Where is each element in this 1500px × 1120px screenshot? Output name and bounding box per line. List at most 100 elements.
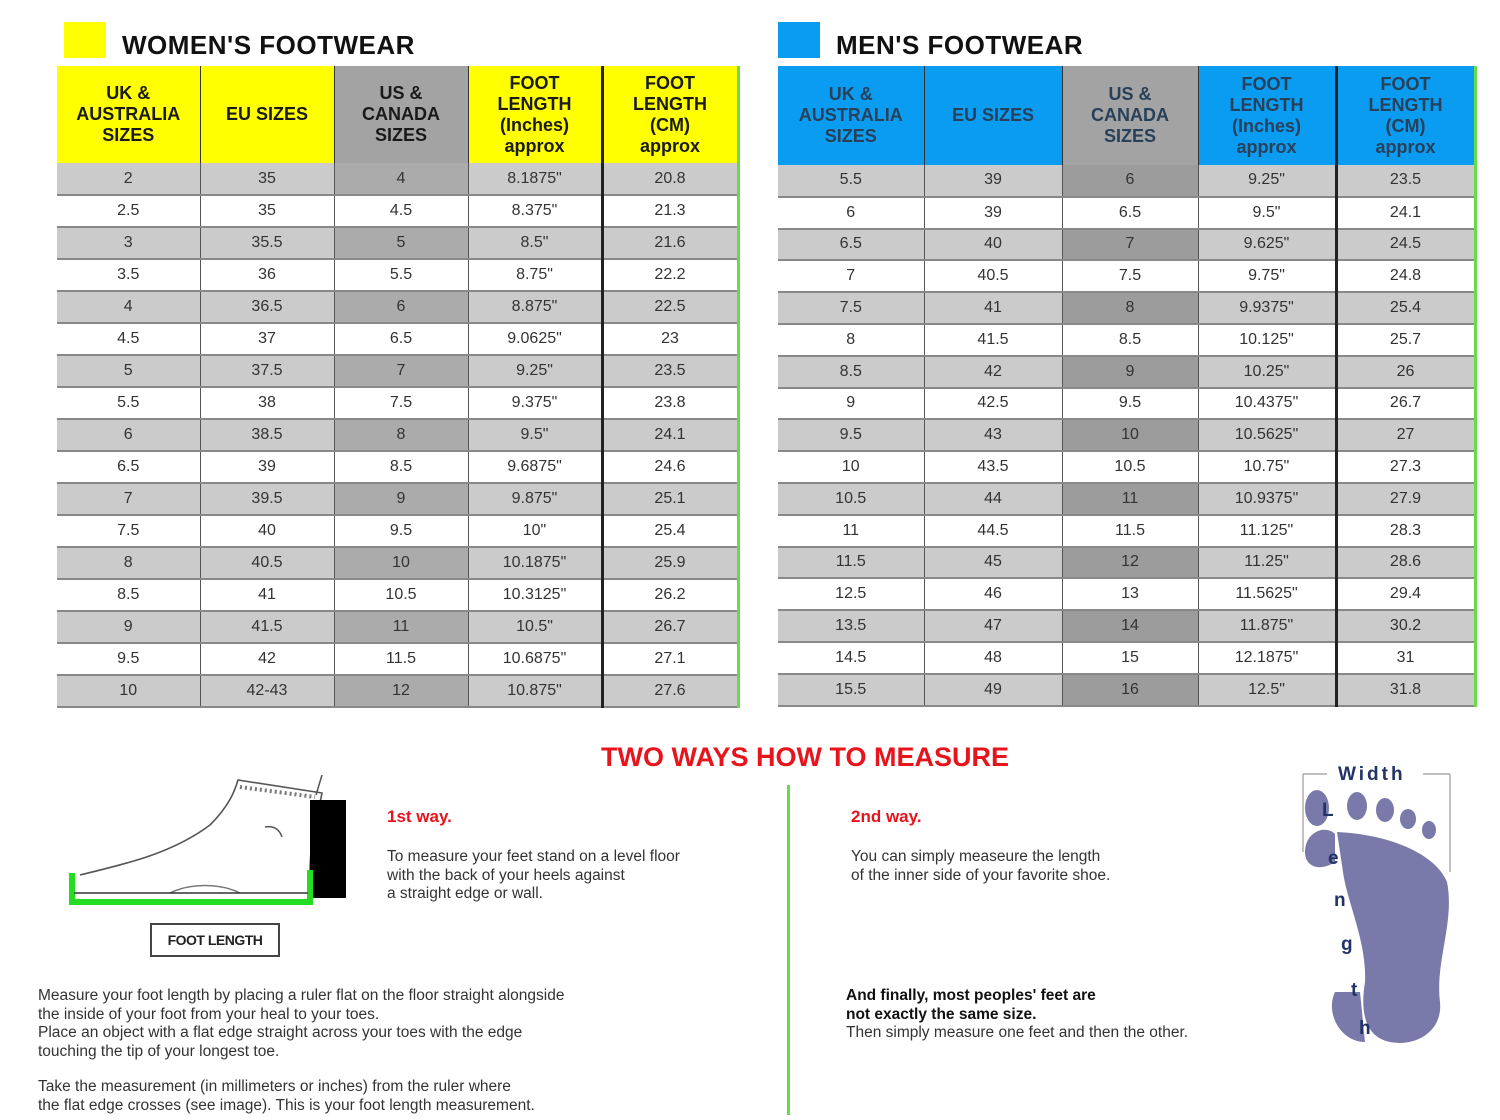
- women-cell-us-canada: 8.5: [334, 451, 469, 484]
- women-cell-us-canada: 4: [334, 163, 469, 196]
- women-cell-foot-length-inches: 10": [468, 515, 604, 548]
- women-cell-foot-length-cm: 23.5: [602, 355, 739, 388]
- women-cell-foot-length-inches: 10.875": [468, 675, 604, 708]
- women-table-row: 8 40.5 10 10.1875" 25.9: [57, 547, 739, 580]
- men-cell-us-canada: 8: [1062, 292, 1199, 325]
- men-cell-foot-length-cm: 25.7: [1336, 323, 1476, 357]
- men-cell-foot-length-inches: 11.5625": [1198, 578, 1338, 612]
- men-cell-foot-length-inches: 12.5": [1198, 673, 1338, 707]
- women-cell-us-canada: 9.5: [334, 515, 469, 548]
- men-cell-us-canada: 10.5: [1062, 451, 1199, 484]
- men-cell-eu: 39: [924, 196, 1063, 230]
- men-header-foot-length-cm: FOOT LENGTH (CM) approx: [1336, 66, 1476, 165]
- women-cell-foot-length-cm: 20.8: [602, 163, 739, 196]
- women-cell-foot-length-inches: 8.75": [468, 259, 604, 292]
- women-cell-foot-length-cm: 25.9: [602, 547, 739, 580]
- women-cell-eu: 36: [200, 259, 335, 292]
- men-table-row: 8 41.5 8.5 10.125" 25.7: [778, 323, 1476, 357]
- women-cell-foot-length-inches: 10.5": [468, 611, 604, 644]
- men-cell-uk-australia: 7.5: [778, 292, 925, 325]
- men-cell-foot-length-cm: 25.4: [1336, 292, 1476, 325]
- men-cell-us-canada: 8.5: [1062, 323, 1199, 357]
- men-cell-eu: 41: [924, 292, 1063, 325]
- men-cell-uk-australia: 8.5: [778, 355, 925, 389]
- women-table-row: 7.5 40 9.5 10" 25.4: [57, 515, 739, 548]
- men-legend-swatch: [778, 22, 820, 58]
- men-cell-uk-australia: 10: [778, 451, 925, 484]
- women-cell-uk-australia: 4.5: [57, 323, 201, 356]
- women-cell-uk-australia: 6: [57, 419, 201, 452]
- women-cell-us-canada: 7: [334, 355, 469, 388]
- men-cell-foot-length-inches: 10.9375": [1198, 482, 1338, 516]
- men-size-table: UK & AUSTRALIA SIZES EU SIZES US & CANADA …: [778, 66, 1477, 707]
- women-cell-eu: 35.5: [200, 227, 335, 260]
- women-table-row: 8.5 41 10.5 10.3125" 26.2: [57, 579, 739, 612]
- first-way-label: 1st way.: [387, 807, 452, 826]
- men-cell-foot-length-cm: 26: [1336, 355, 1476, 389]
- men-table-row: 9 42.5 9.5 10.4375" 26.7: [778, 387, 1476, 421]
- women-cell-uk-australia: 5.5: [57, 387, 201, 420]
- women-cell-uk-australia: 4: [57, 291, 201, 324]
- men-cell-us-canada: 10: [1062, 419, 1199, 453]
- women-cell-eu: 35: [200, 163, 335, 196]
- women-table-row: 2.5 35 4.5 8.375" 21.3: [57, 195, 739, 228]
- women-cell-uk-australia: 10: [57, 675, 201, 708]
- women-cell-us-canada: 6: [334, 291, 469, 324]
- men-cell-uk-australia: 11.5: [778, 546, 925, 580]
- women-table-row: 9.5 42 11.5 10.6875" 27.1: [57, 643, 739, 676]
- women-cell-foot-length-cm: 24.6: [602, 451, 739, 484]
- men-cell-uk-australia: 14.5: [778, 641, 925, 675]
- women-cell-foot-length-cm: 26.7: [602, 611, 739, 644]
- women-cell-eu: 39.5: [200, 483, 335, 516]
- men-cell-uk-australia: 7: [778, 260, 925, 294]
- women-cell-us-canada: 8: [334, 419, 469, 452]
- men-cell-foot-length-inches: 9.625": [1198, 228, 1338, 262]
- footprint-icon: [1302, 773, 1451, 1043]
- men-cell-foot-length-inches: 10.5625": [1198, 419, 1338, 453]
- women-cell-foot-length-inches: 8.5": [468, 227, 604, 260]
- women-cell-us-canada: 7.5: [334, 387, 469, 420]
- finally-bold-text: And finally, most peoples' feet are not …: [846, 987, 1096, 1023]
- women-cell-foot-length-cm: 26.2: [602, 579, 739, 612]
- men-cell-uk-australia: 13.5: [778, 610, 925, 643]
- men-cell-uk-australia: 12.5: [778, 578, 925, 612]
- women-cell-uk-australia: 5: [57, 355, 201, 388]
- men-cell-us-canada: 13: [1062, 578, 1199, 612]
- women-cell-uk-australia: 9: [57, 611, 201, 644]
- men-cell-foot-length-inches: 11.25": [1198, 546, 1338, 580]
- men-cell-eu: 40: [924, 228, 1063, 262]
- women-cell-foot-length-inches: 9.875": [468, 483, 604, 516]
- men-cell-foot-length-cm: 24.8: [1336, 260, 1476, 294]
- men-cell-us-canada: 6.5: [1062, 196, 1199, 230]
- men-cell-us-canada: 14: [1062, 610, 1199, 643]
- men-cell-eu: 44: [924, 482, 1063, 516]
- men-cell-us-canada: 9: [1062, 355, 1199, 389]
- women-cell-foot-length-cm: 23: [602, 323, 739, 356]
- men-header-foot-length-inches: FOOT LENGTH (Inches) approx: [1198, 66, 1338, 165]
- women-cell-foot-length-inches: 9.25": [468, 355, 604, 388]
- men-cell-foot-length-inches: 9.25": [1198, 165, 1338, 198]
- women-cell-foot-length-inches: 9.6875": [468, 451, 604, 484]
- length-letter: L: [1322, 800, 1334, 821]
- women-cell-us-canada: 11.5: [334, 643, 469, 676]
- women-table-row: 6 38.5 8 9.5" 24.1: [57, 419, 739, 452]
- women-cell-uk-australia: 2.5: [57, 195, 201, 228]
- women-cell-eu: 42: [200, 643, 335, 676]
- men-cell-us-canada: 11: [1062, 482, 1199, 516]
- men-cell-foot-length-cm: 27.9: [1336, 482, 1476, 516]
- men-table-row: 12.5 46 13 11.5625" 29.4: [778, 578, 1476, 612]
- length-letter: e: [1328, 848, 1339, 869]
- men-cell-foot-length-inches: 11.875": [1198, 610, 1338, 643]
- men-table-row: 10.5 44 11 10.9375" 27.9: [778, 482, 1476, 516]
- women-cell-foot-length-cm: 22.5: [602, 291, 739, 324]
- men-cell-eu: 39: [924, 165, 1063, 198]
- women-cell-foot-length-cm: 21.6: [602, 227, 739, 260]
- women-cell-foot-length-cm: 21.3: [602, 195, 739, 228]
- women-table-row: 6.5 39 8.5 9.6875" 24.6: [57, 451, 739, 484]
- second-way-label: 2nd way.: [851, 807, 922, 826]
- women-cell-us-canada: 6.5: [334, 323, 469, 356]
- women-size-table: UK & AUSTRALIA SIZES EU SIZES US & CANADA …: [57, 66, 740, 708]
- length-letter: n: [1334, 890, 1346, 911]
- women-cell-us-canada: 5.5: [334, 259, 469, 292]
- women-cell-eu: 41.5: [200, 611, 335, 644]
